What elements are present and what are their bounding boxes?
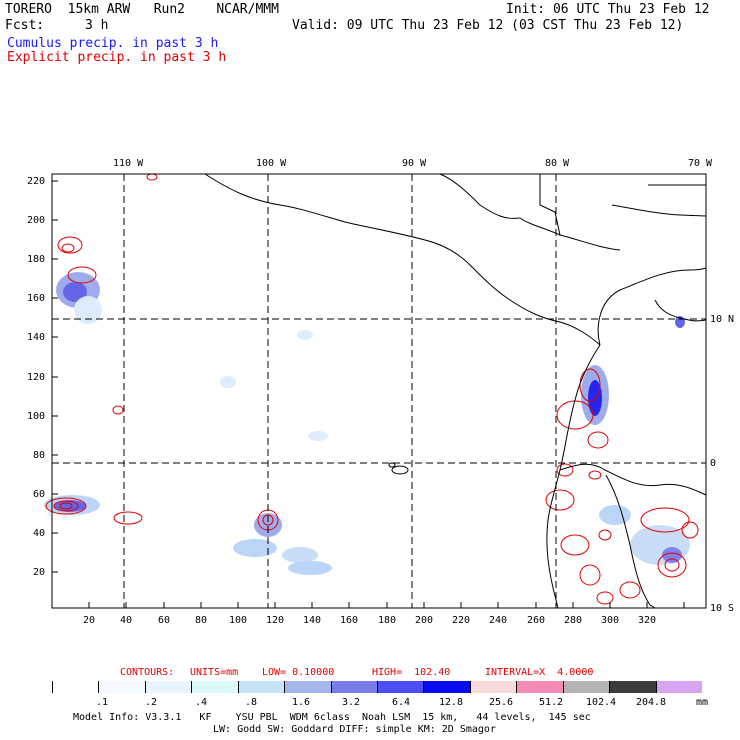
y-tick-marks (52, 180, 58, 573)
colorbar-label: .8 (244, 697, 258, 708)
colorbar-unit: mm (696, 697, 709, 708)
colorbar-label: .4 (194, 697, 208, 708)
x-tick-label: 200 (415, 615, 434, 626)
x-tick-label: 240 (489, 615, 508, 626)
model-info-line1: Model Info: V3.3.1 KF YSU PBL WDM 6class… (73, 712, 591, 723)
y-tick-label: 120 (27, 372, 46, 383)
x-tick-label: 20 (83, 615, 96, 626)
colorbar-swatch (330, 681, 377, 693)
colorbar-swatch (237, 681, 285, 693)
contours-units: UNITS=mm (190, 667, 239, 678)
y-tick-label: 20 (33, 567, 46, 578)
x-tick-label: 160 (340, 615, 359, 626)
run-title: TORERO 15km ARW Run2 NCAR/MMM (5, 2, 279, 17)
fcst-label: Fcst: (5, 18, 45, 33)
y-tick-label: 80 (33, 450, 46, 461)
contours-high: HIGH= 102.40 (372, 667, 451, 678)
colorbar-swatch (52, 681, 99, 693)
colorbar-label: .1 (95, 697, 109, 708)
valid-time: Valid: 09 UTC Thu 23 Feb 12 (03 CST Thu … (292, 18, 684, 33)
colorbar-swatch (609, 681, 656, 693)
contours-low: LOW= 0.10000 (262, 667, 335, 678)
lon-label-80w: 80 W (545, 158, 570, 169)
contours-interval: INTERVAL=X 4.0000 (485, 667, 594, 678)
lon-label-110w: 110 W (113, 158, 144, 169)
colorbar-swatch (469, 681, 517, 693)
colorbar-label: 3.2 (341, 697, 361, 708)
model-info-line2: LW: Godd SW: Goddard DIFF: simple KM: 2D… (213, 724, 496, 735)
explicit-precip-contours (45, 173, 699, 605)
x-tick-label: 220 (452, 615, 471, 626)
y-tick-label: 160 (27, 293, 46, 304)
colorbar-swatch (98, 681, 145, 693)
colorbar-swatch (144, 681, 192, 693)
colorbar-swatch (655, 681, 702, 693)
colorbar-label: 1.6 (291, 697, 311, 708)
colorbar-swatch (191, 681, 238, 693)
y-tick-label: 100 (27, 411, 46, 422)
colorbar-label: .2 (144, 697, 158, 708)
lat-label-0: 0 (710, 458, 717, 469)
colorbar-swatch (562, 681, 610, 693)
x-tick-label: 80 (195, 615, 208, 626)
colorbar-label: 25.6 (488, 697, 514, 708)
explicit-legend: Explicit precip. in past 3 h (7, 50, 227, 65)
y-tick-label: 60 (33, 489, 46, 500)
colorbar-label: 51.2 (538, 697, 564, 708)
colorbar-swatch (516, 681, 563, 693)
colorbar-label: 102.4 (585, 697, 617, 708)
x-tick-marks (88, 602, 685, 608)
x-tick-label: 120 (266, 615, 285, 626)
x-tick-label: 40 (120, 615, 133, 626)
graticule (52, 174, 706, 608)
x-tick-label: 180 (378, 615, 397, 626)
colorbar-label: 204.8 (635, 697, 667, 708)
lon-label-100w: 100 W (256, 158, 287, 169)
y-tick-label: 180 (27, 254, 46, 265)
colorbar-swatch (377, 681, 424, 693)
y-tick-label: 200 (27, 215, 46, 226)
cumulus-precip-shading (44, 272, 690, 575)
map-frame (51, 173, 707, 609)
lon-label-90w: 90 W (402, 158, 427, 169)
lat-label-10s: 10 S (710, 603, 735, 614)
init-time: Init: 06 UTC Thu 23 Feb 12 (506, 2, 710, 17)
x-tick-label: 100 (229, 615, 248, 626)
x-tick-label: 260 (527, 615, 546, 626)
y-tick-label: 140 (27, 332, 46, 343)
x-tick-label: 320 (638, 615, 657, 626)
lat-label-10n: 10 N (710, 314, 735, 325)
x-tick-label: 280 (564, 615, 583, 626)
y-tick-label: 220 (27, 176, 46, 187)
lon-label-70w: 70 W (688, 158, 713, 169)
y-tick-label: 40 (33, 528, 46, 539)
colorbar-label: 6.4 (391, 697, 411, 708)
x-tick-label: 60 (158, 615, 171, 626)
colorbar-swatch (423, 681, 470, 693)
x-tick-label: 140 (303, 615, 322, 626)
x-tick-label: 300 (601, 615, 620, 626)
contours-label: CONTOURS: (120, 667, 175, 678)
fcst-value: 3 h (85, 18, 109, 33)
colorbar-swatch (284, 681, 331, 693)
colorbar-label: 12.8 (438, 697, 464, 708)
cumulus-legend: Cumulus precip. in past 3 h (7, 36, 219, 51)
